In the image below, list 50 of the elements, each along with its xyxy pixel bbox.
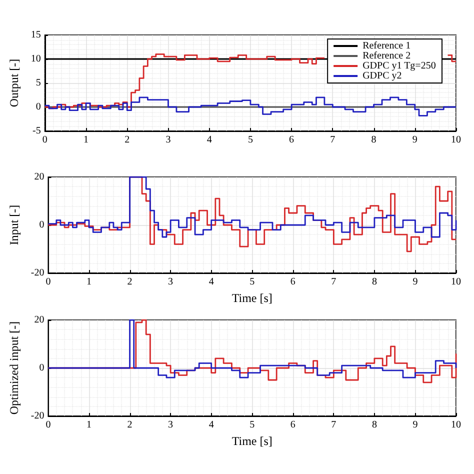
x-tick-label: 5 bbox=[250, 420, 255, 430]
x-tick-label: 3 bbox=[168, 276, 174, 288]
x-tick-label: 9 bbox=[412, 134, 418, 146]
x-tick-label: 6 bbox=[290, 276, 296, 288]
x-tick-label: 7 bbox=[331, 276, 336, 288]
x-tick-label: 2 bbox=[127, 276, 132, 288]
x-tick-label: 7 bbox=[330, 134, 336, 146]
y-tick-label: 0 bbox=[39, 220, 44, 230]
y-tick-label: 15 bbox=[30, 30, 41, 40]
x-tick-label: 7 bbox=[331, 420, 336, 430]
x-tick-label: 10 bbox=[451, 134, 461, 146]
x-tick-label: 6 bbox=[289, 134, 294, 146]
legend-label: GDPC y1 Tg=250 bbox=[362, 60, 436, 72]
y-tick-label: 0 bbox=[39, 362, 44, 374]
x-tick-label: 6 bbox=[290, 420, 296, 430]
x-tick-label: 1 bbox=[84, 134, 89, 146]
x-tick-label: 1 bbox=[86, 276, 92, 288]
x-tick-label: 4 bbox=[206, 134, 212, 146]
y-tick-label: -20 bbox=[30, 410, 44, 422]
x-tick-label: 9 bbox=[412, 276, 418, 288]
y-axis-title: Input [-] bbox=[7, 204, 21, 246]
y-tick-label: -5 bbox=[32, 126, 41, 136]
x-axis-title: Time [s] bbox=[232, 434, 272, 448]
legend-label: GDPC y2 bbox=[362, 70, 402, 82]
y-tick-label: -20 bbox=[30, 268, 44, 278]
x-tick-label: 5 bbox=[250, 276, 255, 288]
x-tick-label: 3 bbox=[166, 134, 171, 146]
x-tick-label: 1 bbox=[86, 420, 92, 430]
y-axis-title: Optimized input [-] bbox=[7, 321, 21, 415]
x-tick-label: 10 bbox=[451, 276, 461, 288]
x-tick-label: 2 bbox=[127, 420, 132, 430]
y-tick-label: 20 bbox=[34, 314, 44, 326]
y-tick-label: 10 bbox=[30, 54, 41, 64]
x-tick-label: 5 bbox=[248, 134, 253, 146]
x-tick-label: 9 bbox=[412, 420, 418, 430]
x-tick-label: 8 bbox=[372, 276, 377, 288]
x-tick-label: 3 bbox=[168, 420, 174, 430]
x-tick-label: 8 bbox=[372, 420, 377, 430]
y-tick-label: 0 bbox=[36, 102, 41, 112]
x-axis-title: Time [s] bbox=[232, 290, 272, 305]
legend-label: Reference 1 bbox=[362, 40, 411, 52]
x-tick-label: 8 bbox=[371, 134, 376, 146]
x-tick-label: 2 bbox=[124, 134, 130, 146]
y-tick-label: 20 bbox=[34, 172, 44, 182]
legend-label: Reference 2 bbox=[362, 50, 411, 62]
x-tick-label: 10 bbox=[451, 420, 461, 430]
x-tick-label: 4 bbox=[208, 420, 214, 430]
x-tick-label: 4 bbox=[208, 276, 214, 288]
y-axis-title: Output [-] bbox=[7, 58, 21, 108]
y-tick-label: 5 bbox=[36, 78, 41, 88]
